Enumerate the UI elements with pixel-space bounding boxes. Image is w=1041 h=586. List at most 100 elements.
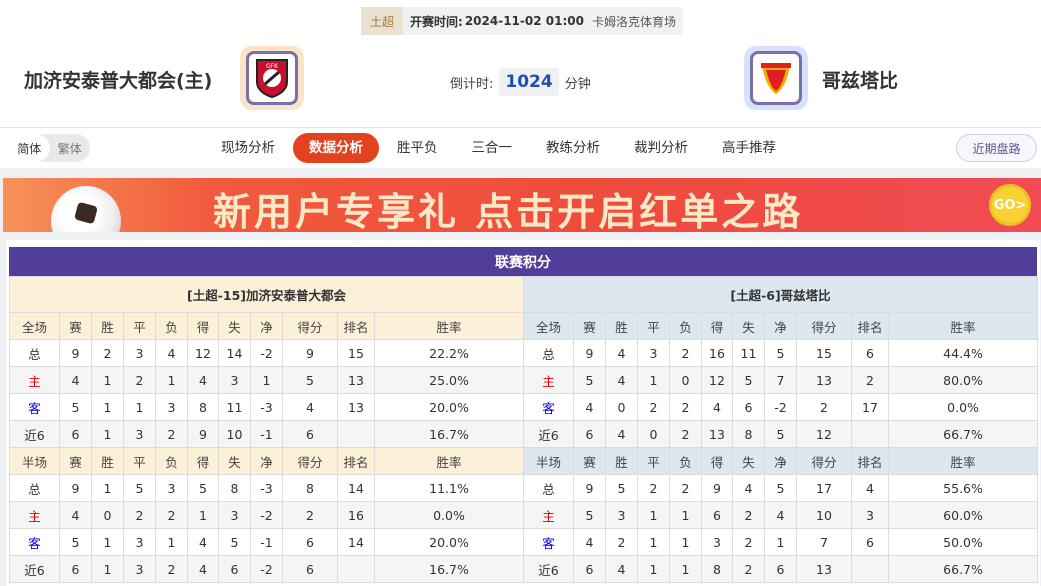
cell: 60.0% <box>887 501 1039 529</box>
column-header-row: 全场赛胜平负得失净得分 排名 胜率 <box>523 312 1039 340</box>
cell: 1 <box>187 501 219 529</box>
column-header: 胜率 <box>887 312 1039 340</box>
tab-0[interactable]: 现场分析 <box>221 140 275 156</box>
column-header: 失 <box>218 312 251 340</box>
cell: 55.6% <box>887 474 1039 502</box>
cell: 5 <box>732 366 765 394</box>
cell: 2 <box>732 501 765 529</box>
cell: 3 <box>123 528 156 556</box>
simplified-chinese-option[interactable]: 简体 <box>9 134 50 162</box>
divider <box>0 127 1041 128</box>
cell: 1 <box>764 528 797 556</box>
cell: 16.7% <box>374 555 524 583</box>
cell: 4 <box>155 339 188 367</box>
cell: 2 <box>669 339 702 367</box>
cell: 9 <box>573 339 606 367</box>
cell: 6 <box>851 528 889 556</box>
cell: 5 <box>573 366 606 394</box>
column-header: 胜率 <box>374 312 524 340</box>
cell: 4 <box>605 366 638 394</box>
cell: 7 <box>764 366 797 394</box>
cell: -2 <box>250 501 283 529</box>
column-header: 赛 <box>573 447 606 475</box>
cell: 1 <box>155 528 188 556</box>
cell: 8 <box>282 474 338 502</box>
column-header: 平 <box>637 312 670 340</box>
column-header-row: 半场赛胜平负得失净得分 排名 胜率 <box>523 447 1039 475</box>
tab-1[interactable]: 数据分析 <box>293 133 379 163</box>
cell: 5 <box>59 393 92 421</box>
away-team-name[interactable]: 哥兹塔比 <box>822 70 899 92</box>
traditional-chinese-option[interactable]: 繁体 <box>57 141 82 156</box>
cell: 1 <box>155 366 188 394</box>
cell: 3 <box>701 528 733 556</box>
column-header: 得 <box>701 312 733 340</box>
table-row: 总 9 1 5 3 5 8 -3 8 14 11.1% <box>9 474 524 502</box>
cell: 0.0% <box>887 393 1039 421</box>
tab-3[interactable]: 三合一 <box>471 140 513 156</box>
cell: 16.7% <box>374 420 524 448</box>
language-toggle[interactable]: 简体 繁体 <box>9 134 90 162</box>
cell: 2 <box>123 366 156 394</box>
promo-banner[interactable]: 新用户专享礼 点击开启红单之路 GO> <box>3 178 1041 232</box>
cell: 5 <box>187 474 219 502</box>
cell: 1 <box>91 474 124 502</box>
cell: 2 <box>851 366 889 394</box>
table-row: 总 9 5 2 2 9 4 5 17 4 55.6% <box>523 474 1039 502</box>
column-header: 排名 <box>337 312 375 340</box>
tab-6[interactable]: 高手推荐 <box>722 140 776 156</box>
cell: 1 <box>637 528 670 556</box>
home-team-logo[interactable]: GFK <box>240 46 304 110</box>
table-row: 总 9 2 3 4 12 14 -2 9 15 22.2% <box>9 339 524 367</box>
cell: 1 <box>637 501 670 529</box>
cell: 15 <box>337 339 375 367</box>
column-header: 负 <box>155 312 188 340</box>
cell: 12 <box>796 420 852 448</box>
column-header: 排名 <box>851 447 889 475</box>
cell: 2 <box>605 528 638 556</box>
column-header: 失 <box>732 312 765 340</box>
cell <box>337 420 375 448</box>
cell: 2 <box>91 339 124 367</box>
cell: 3 <box>123 339 156 367</box>
soccer-ball-icon <box>51 186 121 232</box>
tab-4[interactable]: 教练分析 <box>546 140 600 156</box>
cell: 5 <box>573 501 606 529</box>
cell: -3 <box>250 393 283 421</box>
cell: 4 <box>764 501 797 529</box>
column-header: 净 <box>250 447 283 475</box>
row-label: 客 <box>9 393 60 421</box>
column-header: 胜率 <box>887 447 1039 475</box>
tab-5[interactable]: 裁判分析 <box>634 140 688 156</box>
cell <box>337 555 375 583</box>
away-team-logo[interactable] <box>744 46 808 110</box>
row-label: 近6 <box>523 420 574 448</box>
tab-2[interactable]: 胜平负 <box>397 140 438 156</box>
countdown-unit: 分钟 <box>564 76 591 92</box>
row-label: 客 <box>523 393 574 421</box>
cell: 2 <box>732 555 765 583</box>
cell: 7 <box>796 528 852 556</box>
cell: 11.1% <box>374 474 524 502</box>
cell: 2 <box>637 474 670 502</box>
cell: 13 <box>796 555 852 583</box>
league-badge[interactable]: 土超 <box>361 7 404 35</box>
cell: 2 <box>123 501 156 529</box>
recent-odds-button[interactable]: 近期盘路 <box>956 134 1037 162</box>
gaziantep-logo-icon: GFK <box>256 59 288 98</box>
home-team-name[interactable]: 加济安泰普大都会(主) <box>24 70 213 92</box>
cell <box>851 555 889 583</box>
cell: 50.0% <box>887 528 1039 556</box>
cell: 9 <box>59 339 92 367</box>
table-row: 主 4 0 2 2 1 3 -2 2 16 0.0% <box>9 501 524 529</box>
cell: 4 <box>187 528 219 556</box>
cell: 6 <box>282 555 338 583</box>
cell: 66.7% <box>887 420 1039 448</box>
venue: 卡姆洛克体育场 <box>591 14 676 29</box>
column-header: 得分 <box>796 447 852 475</box>
cell: 4 <box>59 366 92 394</box>
go-button[interactable]: GO> <box>989 184 1031 226</box>
cell: 4 <box>605 420 638 448</box>
cell: 13 <box>337 366 375 394</box>
cell: 6 <box>282 420 338 448</box>
